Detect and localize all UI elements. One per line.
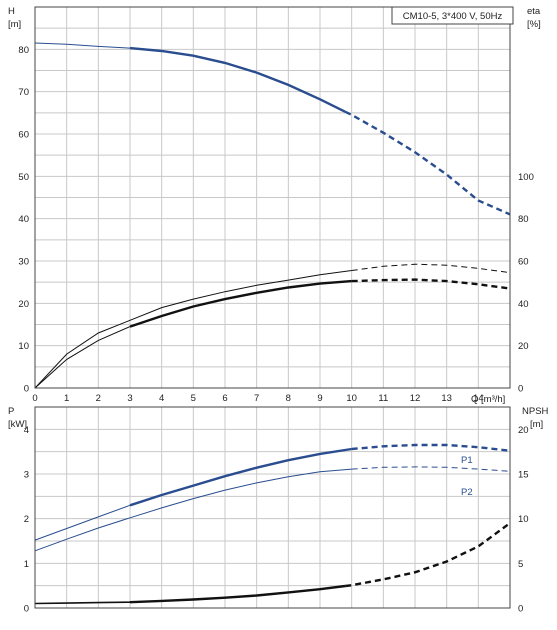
x-tick-label: 14	[473, 393, 484, 404]
series-H-dashed	[344, 110, 511, 216]
series-eta_thin-solid	[34, 270, 352, 389]
left-tick-label: 20	[18, 299, 29, 310]
eta-axis-label: eta	[527, 6, 541, 17]
left-tick-label: 4	[24, 425, 29, 436]
series-NPSH-dashed	[345, 522, 511, 588]
power-axis-unit: [kW]	[8, 419, 27, 430]
head-axis-label: H	[8, 6, 15, 17]
x-tick-label: 13	[441, 393, 452, 404]
x-tick-label: 3	[127, 393, 132, 404]
left-tick-label: 60	[18, 130, 29, 141]
eta-axis-unit: [%]	[527, 19, 541, 30]
right-tick-label: 80	[518, 214, 529, 225]
head-axis-unit: [m]	[8, 19, 21, 30]
left-tick-label: 0	[24, 384, 29, 395]
series-P1-solid	[129, 447, 352, 507]
x-tick-label: 7	[254, 393, 259, 404]
x-tick-label: 9	[317, 393, 322, 404]
npsh-axis-unit: [m]	[530, 419, 543, 430]
right-tick-label: 20	[518, 425, 529, 436]
right-tick-label: 5	[518, 559, 523, 570]
series-P1-dashed	[351, 443, 511, 452]
right-tick-label: 0	[518, 384, 523, 395]
x-tick-label: 0	[32, 393, 37, 404]
flow-axis-label: Q [m³/h]	[471, 394, 505, 405]
series-P2-solid	[34, 468, 352, 552]
x-tick-label: 6	[222, 393, 227, 404]
legend-box: CM10-5, 3*400 V, 50Hz	[391, 6, 514, 25]
series-eta_thick-solid	[129, 279, 352, 328]
series-label-p1: P1	[461, 455, 473, 466]
right-tick-label: 15	[518, 470, 529, 481]
series-NPSH-solid	[129, 584, 346, 604]
series-NPSH-lead	[34, 601, 131, 605]
left-tick-label: 10	[18, 341, 29, 352]
x-tick-label: 12	[410, 393, 421, 404]
head-efficiency-frame	[34, 6, 511, 389]
series-eta_thick-lead	[34, 326, 131, 389]
x-tick-label: 5	[191, 393, 196, 404]
x-tick-label: 11	[378, 393, 388, 404]
right-tick-label: 10	[518, 514, 529, 525]
power-npsh-panel: 0 1 2 3 4 0 5 10 15 20 P [kW] NPSH [m] P1 P2	[8, 406, 549, 615]
legend-box-border	[391, 6, 514, 25]
legend-box-text: CM10-5, 3*400 V, 50Hz	[403, 11, 503, 22]
right-tick-label: 0	[518, 604, 523, 615]
right-tick-label: 60	[518, 257, 529, 268]
left-tick-label: 30	[18, 257, 29, 268]
series-eta_thin-dashed	[351, 263, 511, 274]
left-tick-label: 70	[18, 87, 29, 98]
power-npsh-frame	[34, 406, 511, 609]
power-npsh-series	[34, 443, 511, 605]
right-tick-label: 20	[518, 341, 529, 352]
left-tick-label: 3	[24, 470, 29, 481]
series-eta_thick-dashed	[351, 278, 511, 290]
left-tick-label: 1	[24, 559, 29, 570]
series-H-solid	[129, 46, 346, 113]
series-H-lead	[34, 42, 131, 49]
x-tick-label: 10	[346, 393, 357, 404]
left-tick-label: 80	[18, 45, 29, 56]
left-tick-label: 40	[18, 214, 29, 225]
series-label-p2: P2	[461, 487, 473, 498]
left-tick-label: 0	[24, 604, 29, 615]
x-tick-label: 2	[96, 393, 101, 404]
left-tick-label: 50	[18, 172, 29, 183]
x-tick-label: 1	[64, 393, 69, 404]
head-efficiency-series	[34, 42, 511, 389]
series-P2-dashed	[351, 466, 511, 472]
left-tick-label: 2	[24, 514, 29, 525]
right-tick-label: 100	[518, 172, 534, 183]
x-tick-label: 8	[286, 393, 291, 404]
right-tick-label: 40	[518, 299, 529, 310]
power-npsh-ticks: 0 1 2 3 4 0 5 10 15 20	[24, 425, 529, 615]
head-efficiency-grid	[34, 6, 511, 389]
power-axis-label: P	[8, 406, 14, 417]
npsh-axis-label: NPSH	[522, 406, 549, 417]
x-tick-label: 4	[159, 393, 164, 404]
series-P1-lead	[34, 504, 131, 541]
